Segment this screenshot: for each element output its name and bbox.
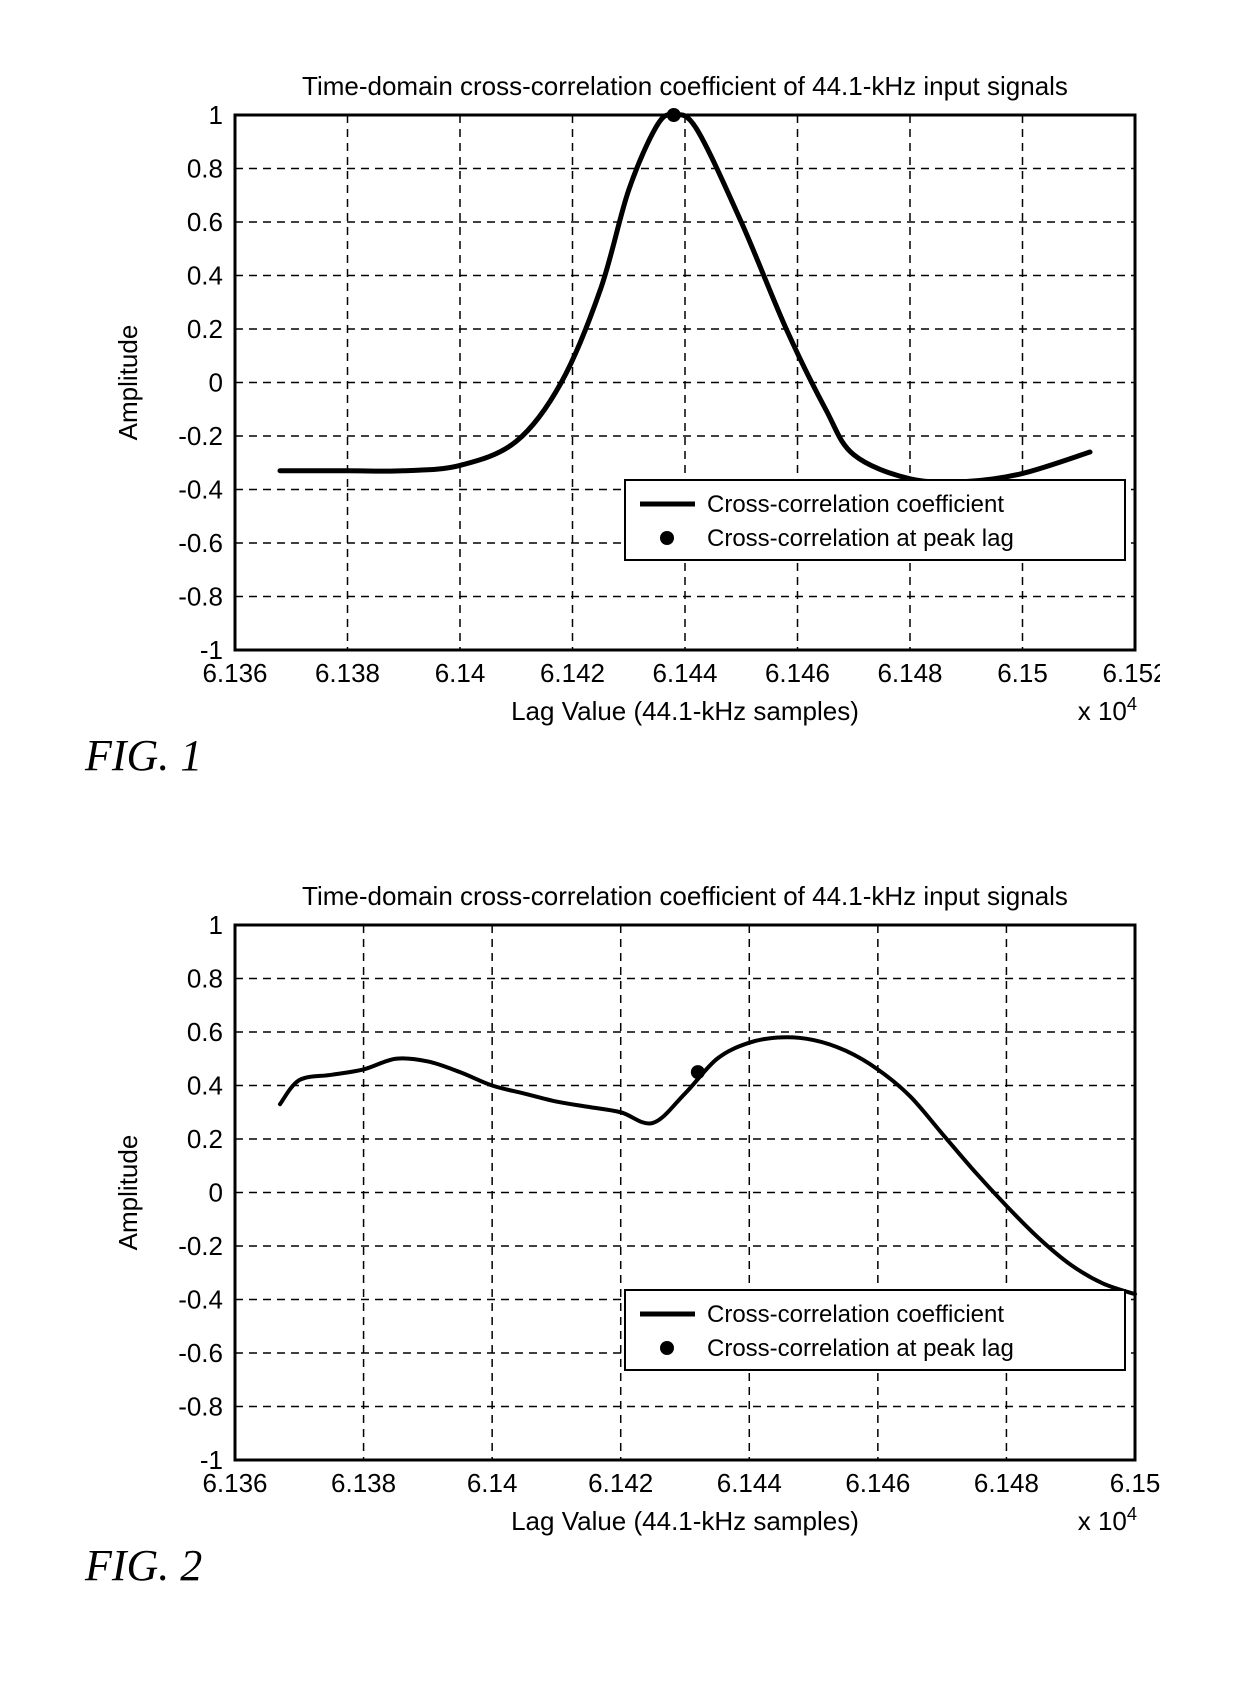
fig2-caption: FIG. 2: [85, 1540, 202, 1591]
y-axis-label: Amplitude: [113, 325, 143, 441]
ytick-label: 0.4: [187, 1071, 223, 1101]
fig1-caption: FIG. 1: [85, 730, 202, 781]
xtick-label: 6.148: [877, 658, 942, 688]
ytick-label: -0.2: [178, 1231, 223, 1261]
peak-marker: [667, 108, 681, 122]
xtick-label: 6.15: [997, 658, 1048, 688]
ytick-label: -0.6: [178, 528, 223, 558]
xtick-label: 6.142: [540, 658, 605, 688]
xtick-label: 6.138: [315, 658, 380, 688]
ytick-label: -0.4: [178, 1285, 223, 1315]
ytick-label: -1: [200, 635, 223, 665]
xtick-label: 6.148: [974, 1468, 1039, 1498]
ytick-label: 0.4: [187, 261, 223, 291]
ytick-label: 1: [209, 910, 223, 940]
ytick-label: 0.2: [187, 314, 223, 344]
x-axis-label: Lag Value (44.1-kHz samples): [511, 696, 859, 726]
ytick-label: 0.2: [187, 1124, 223, 1154]
x-axis-exponent: x 104: [1078, 1504, 1137, 1536]
xtick-label: 6.144: [652, 658, 717, 688]
ytick-label: 0.6: [187, 207, 223, 237]
xtick-label: 6.138: [331, 1468, 396, 1498]
figure-1-block: 6.1366.1386.146.1426.1446.1466.1486.156.…: [80, 60, 1160, 820]
ytick-label: 0.6: [187, 1017, 223, 1047]
xtick-label: 6.146: [845, 1468, 910, 1498]
ytick-label: 1: [209, 100, 223, 130]
ytick-label: -0.2: [178, 421, 223, 451]
xtick-label: 6.14: [435, 658, 486, 688]
legend-marker-label: Cross-correlation at peak lag: [707, 525, 1014, 552]
y-axis-label: Amplitude: [113, 1135, 143, 1251]
ytick-label: -0.8: [178, 1392, 223, 1422]
xtick-label: 6.144: [717, 1468, 782, 1498]
page: 6.1366.1386.146.1426.1446.1466.1486.156.…: [0, 0, 1240, 1698]
ytick-label: 0: [209, 1178, 223, 1208]
ytick-label: -0.8: [178, 582, 223, 612]
ytick-label: 0.8: [187, 154, 223, 184]
x-axis-label: Lag Value (44.1-kHz samples): [511, 1506, 859, 1536]
xtick-label: 6.146: [765, 658, 830, 688]
chart-fig1: 6.1366.1386.146.1426.1446.1466.1486.156.…: [80, 60, 1160, 760]
figure-2-block: 6.1366.1386.146.1426.1446.1466.1486.15-1…: [80, 870, 1160, 1630]
legend-marker-icon: [660, 1341, 674, 1355]
peak-marker: [691, 1065, 705, 1079]
xtick-label: 6.152: [1102, 658, 1160, 688]
ytick-label: -0.4: [178, 475, 223, 505]
ytick-label: -1: [200, 1445, 223, 1475]
legend-marker-label: Cross-correlation at peak lag: [707, 1335, 1014, 1362]
ytick-label: 0: [209, 368, 223, 398]
xtick-label: 6.14: [467, 1468, 518, 1498]
x-axis-exponent: x 104: [1078, 694, 1137, 726]
chart-title: Time-domain cross-correlation coefficien…: [302, 881, 1068, 911]
xtick-label: 6.15: [1110, 1468, 1160, 1498]
legend-marker-icon: [660, 531, 674, 545]
legend-line-label: Cross-correlation coefficient: [707, 491, 1004, 518]
chart-title: Time-domain cross-correlation coefficien…: [302, 71, 1068, 101]
legend-line-label: Cross-correlation coefficient: [707, 1301, 1004, 1328]
ytick-label: 0.8: [187, 964, 223, 994]
xtick-label: 6.142: [588, 1468, 653, 1498]
ytick-label: -0.6: [178, 1338, 223, 1368]
chart-fig2: 6.1366.1386.146.1426.1446.1466.1486.15-1…: [80, 870, 1160, 1570]
